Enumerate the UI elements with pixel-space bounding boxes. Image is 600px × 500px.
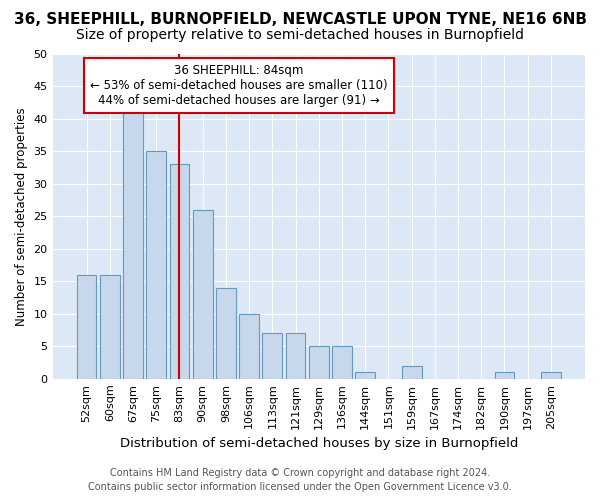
Bar	[402, 366, 422, 379]
Bar	[309, 346, 329, 379]
Text: 36, SHEEPHILL, BURNOPFIELD, NEWCASTLE UPON TYNE, NE16 6NB: 36, SHEEPHILL, BURNOPFIELD, NEWCASTLE UP…	[14, 12, 587, 28]
Bar	[146, 152, 166, 379]
Bar	[262, 334, 282, 379]
Bar	[100, 275, 119, 379]
Text: 36 SHEEPHILL: 84sqm
← 53% of semi-detached houses are smaller (110)
44% of semi-: 36 SHEEPHILL: 84sqm ← 53% of semi-detach…	[90, 64, 388, 106]
Bar	[123, 112, 143, 379]
Bar	[216, 288, 236, 379]
Text: Contains HM Land Registry data © Crown copyright and database right 2024.
Contai: Contains HM Land Registry data © Crown c…	[88, 468, 512, 492]
Bar	[355, 372, 375, 379]
Bar	[332, 346, 352, 379]
Bar	[541, 372, 561, 379]
Bar	[239, 314, 259, 379]
Bar	[193, 210, 212, 379]
X-axis label: Distribution of semi-detached houses by size in Burnopfield: Distribution of semi-detached houses by …	[119, 437, 518, 450]
Y-axis label: Number of semi-detached properties: Number of semi-detached properties	[15, 107, 28, 326]
Bar	[286, 334, 305, 379]
Bar	[77, 275, 97, 379]
Text: Size of property relative to semi-detached houses in Burnopfield: Size of property relative to semi-detach…	[76, 28, 524, 42]
Bar	[170, 164, 190, 379]
Bar	[494, 372, 514, 379]
